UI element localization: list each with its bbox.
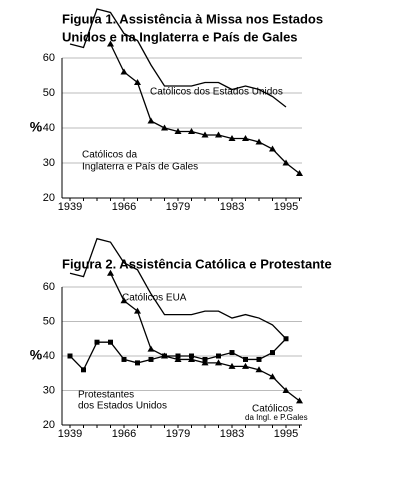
marker xyxy=(283,336,289,342)
marker xyxy=(135,360,140,366)
marker xyxy=(228,135,236,141)
marker xyxy=(269,373,276,380)
x-tick-label: 1966 xyxy=(112,428,136,440)
marker xyxy=(120,297,128,304)
marker xyxy=(188,128,195,134)
y-axis-label: % xyxy=(30,347,43,363)
y-tick-label: 40 xyxy=(43,122,55,134)
y-tick-label: 30 xyxy=(43,384,55,396)
x-tick-label: 1979 xyxy=(166,201,190,213)
marker xyxy=(201,359,209,366)
marker xyxy=(174,128,182,134)
chart-title: Figura 1. Assistência à Missa nos Estado… xyxy=(62,11,323,26)
y-tick-label: 50 xyxy=(43,87,55,99)
marker xyxy=(108,339,113,345)
marker xyxy=(269,145,276,152)
marker xyxy=(296,397,303,404)
marker xyxy=(81,367,86,373)
marker xyxy=(282,159,290,166)
y-tick-label: 40 xyxy=(43,350,55,362)
y-tick-label: 20 xyxy=(43,192,55,204)
marker xyxy=(107,40,114,47)
marker xyxy=(148,356,154,362)
annotation: Protestantes xyxy=(78,390,134,401)
annotation: da Ingl. e P.Gales xyxy=(245,413,308,422)
x-tick-label: 1983 xyxy=(220,201,244,213)
marker xyxy=(134,79,141,85)
marker xyxy=(242,135,249,141)
marker xyxy=(175,353,181,359)
annotation: Católicos dos Estados Unidos xyxy=(150,87,283,98)
x-tick-label: 1966 xyxy=(112,201,136,213)
marker xyxy=(215,131,222,138)
series-line xyxy=(109,43,300,175)
marker xyxy=(161,124,168,131)
y-tick-label: 50 xyxy=(43,315,55,327)
marker xyxy=(67,353,73,359)
marker xyxy=(255,138,263,145)
chart-title: Figura 2. Assistência Católica e Protest… xyxy=(62,256,332,271)
series-line xyxy=(69,8,287,108)
marker xyxy=(189,353,194,359)
marker xyxy=(120,68,128,75)
y-tick-label: 20 xyxy=(43,419,55,431)
marker xyxy=(256,356,262,362)
marker xyxy=(147,117,155,124)
marker xyxy=(201,131,209,138)
marker xyxy=(216,353,221,359)
chart-title: Unidos e na Inglaterra e País de Gales xyxy=(62,29,298,44)
marker xyxy=(202,356,208,362)
series-line xyxy=(69,237,287,340)
marker xyxy=(107,269,114,276)
marker xyxy=(282,387,290,393)
marker xyxy=(134,307,141,314)
marker xyxy=(228,362,236,369)
marker xyxy=(147,345,155,352)
x-tick-label: 1939 xyxy=(58,428,82,440)
x-tick-label: 1995 xyxy=(274,201,298,213)
marker xyxy=(188,355,195,362)
y-axis-label: % xyxy=(30,119,43,135)
annotation: Inglaterra e País de Gales xyxy=(82,162,198,173)
marker xyxy=(270,350,275,356)
y-tick-label: 30 xyxy=(43,157,55,169)
x-tick-label: 1979 xyxy=(166,428,190,440)
marker xyxy=(242,362,249,369)
x-tick-label: 1939 xyxy=(58,201,82,213)
marker xyxy=(162,353,167,359)
annotation: Católicos EUA xyxy=(122,293,187,304)
x-tick-label: 1983 xyxy=(220,428,244,440)
annotation: Católicos da xyxy=(82,150,137,161)
marker xyxy=(215,359,222,366)
y-tick-label: 60 xyxy=(43,281,55,293)
marker xyxy=(243,356,248,362)
marker xyxy=(174,355,182,362)
marker xyxy=(255,366,263,373)
annotation: Católicos xyxy=(252,404,293,415)
annotation: dos Estados Unidos xyxy=(78,401,167,412)
marker xyxy=(229,350,235,356)
marker xyxy=(296,170,303,176)
y-tick-label: 60 xyxy=(43,52,55,64)
marker xyxy=(121,356,127,362)
marker xyxy=(94,339,100,345)
x-tick-label: 1995 xyxy=(274,428,298,440)
